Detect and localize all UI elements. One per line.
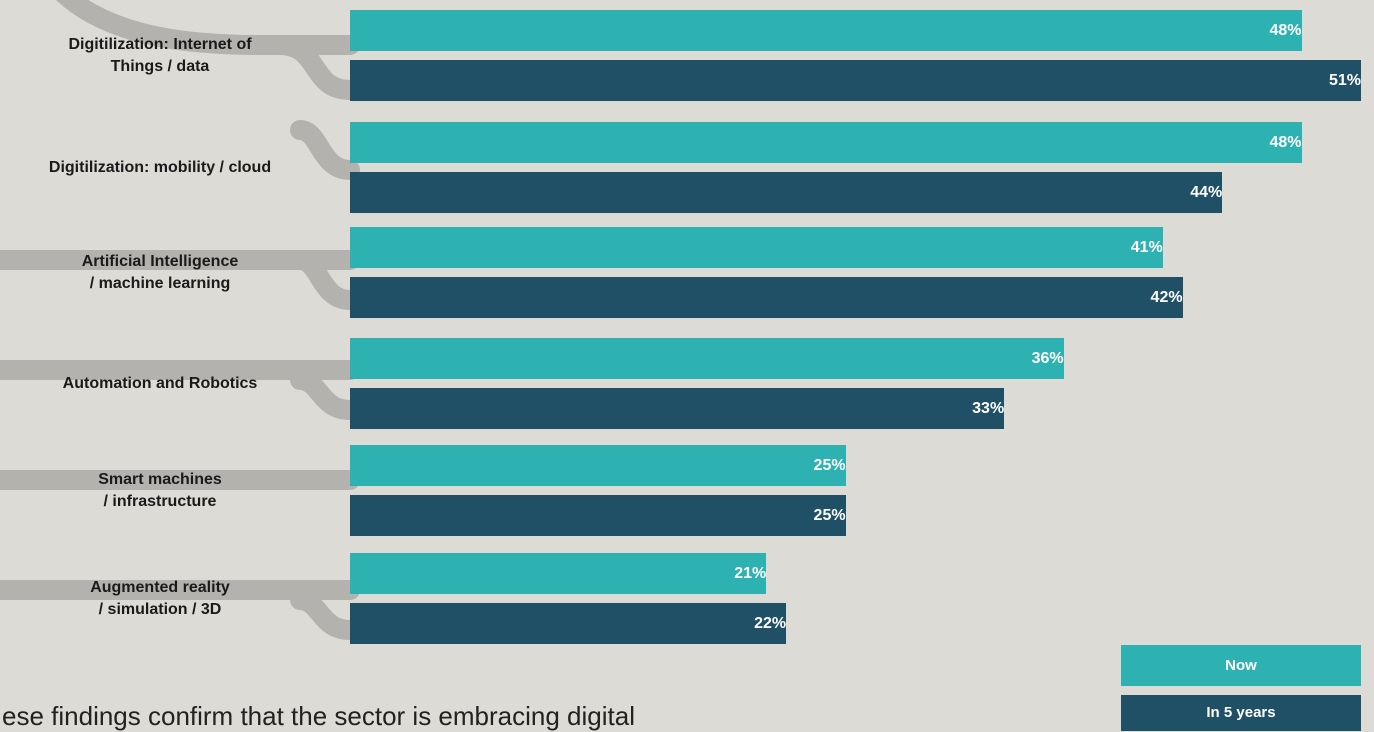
bar: 48% xyxy=(350,122,1302,163)
category-label: Digitilization: Internet of Things / dat… xyxy=(68,36,252,75)
bar: 48% xyxy=(350,10,1302,51)
value-label: 25% xyxy=(813,457,846,474)
bar: 36% xyxy=(350,338,1064,379)
value-label: 44% xyxy=(1190,184,1223,201)
legend-item: Now xyxy=(1121,645,1361,686)
category-label: Digitilization: mobility / cloud xyxy=(48,159,272,176)
bar: 41% xyxy=(350,227,1163,268)
category-label: Augmented reality / simulation / 3D xyxy=(90,579,230,618)
bar: 25% xyxy=(350,495,846,536)
bar: 44% xyxy=(350,172,1223,213)
category-label: Smart machines / infrastructure xyxy=(98,471,222,510)
bar: 51% xyxy=(350,60,1361,101)
value-label: 42% xyxy=(1150,289,1183,306)
value-label: 51% xyxy=(1328,72,1361,89)
legend-item: In 5 years xyxy=(1121,695,1361,731)
bar: 33% xyxy=(350,388,1005,429)
value-label: 25% xyxy=(813,507,846,524)
value-label: 21% xyxy=(734,565,767,582)
caption: ese findings confirm that the sector is … xyxy=(2,701,635,731)
bar: 21% xyxy=(350,553,767,594)
value-label: 48% xyxy=(1269,134,1302,151)
value-label: 22% xyxy=(754,615,787,632)
value-label: 36% xyxy=(1031,350,1064,367)
bar: 25% xyxy=(350,445,846,486)
bar: 22% xyxy=(350,603,787,644)
value-label: 41% xyxy=(1130,239,1163,256)
value-label: 48% xyxy=(1269,22,1302,39)
category-label: Automation and Robotics xyxy=(62,375,258,392)
category-label: Artificial Intelligence / machine learni… xyxy=(81,253,239,292)
value-label: 33% xyxy=(972,400,1005,417)
bar: 42% xyxy=(350,277,1183,318)
